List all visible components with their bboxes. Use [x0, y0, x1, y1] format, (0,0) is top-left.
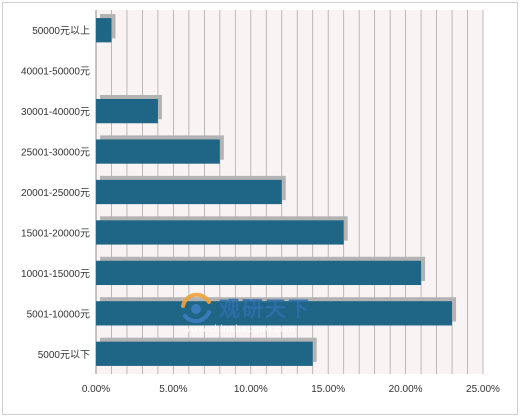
watermark: 观研天下 www.chinabaogao.com: [181, 292, 311, 335]
category-label: 15001-20000元: [21, 228, 90, 239]
category-label: 10001-15000元: [21, 269, 90, 280]
logo-icon: [181, 292, 211, 324]
bar: [96, 301, 453, 326]
category-label: 5000元以下: [38, 350, 90, 361]
category-label: 25001-30000元: [21, 148, 90, 159]
chart-frame: 5000元以下 5001-10000元 10001-15000元 15001-2000…: [2, 2, 518, 415]
category-label: 40001-50000元: [21, 67, 90, 78]
bars: [96, 14, 457, 366]
x-tick-label: 15.00%: [311, 384, 345, 395]
x-tick-label: 25.00%: [466, 384, 500, 395]
watermark-brand: 观研天下: [219, 298, 311, 321]
category-label: 50000元以上: [32, 25, 90, 37]
x-tick-label: 5.00%: [159, 384, 187, 395]
category-labels: 5000元以下 5001-10000元 10001-15000元 15001-2000…: [21, 25, 90, 361]
bar: [96, 139, 220, 164]
x-tick-label: 0.00%: [82, 384, 110, 395]
category-label: 5001-10000元: [27, 309, 90, 320]
bar: [96, 18, 112, 43]
category-label: 20001-25000元: [21, 188, 90, 199]
x-tick-labels: 0.00% 5.00% 10.00% 15.00% 20.00% 25.00%: [82, 384, 500, 395]
bar: [96, 98, 158, 124]
bar: [96, 179, 282, 205]
watermark-url: www.chinabaogao.com: [182, 324, 295, 335]
category-label: 30001-40000元: [21, 107, 90, 118]
x-tick-label: 20.00%: [389, 384, 423, 395]
bar: [96, 341, 313, 366]
bar-chart: 5000元以下 5001-10000元 10001-15000元 15001-2000…: [21, 10, 500, 395]
bar: [96, 220, 344, 245]
x-tick-label: 10.00%: [234, 384, 268, 395]
bar: [96, 260, 422, 286]
